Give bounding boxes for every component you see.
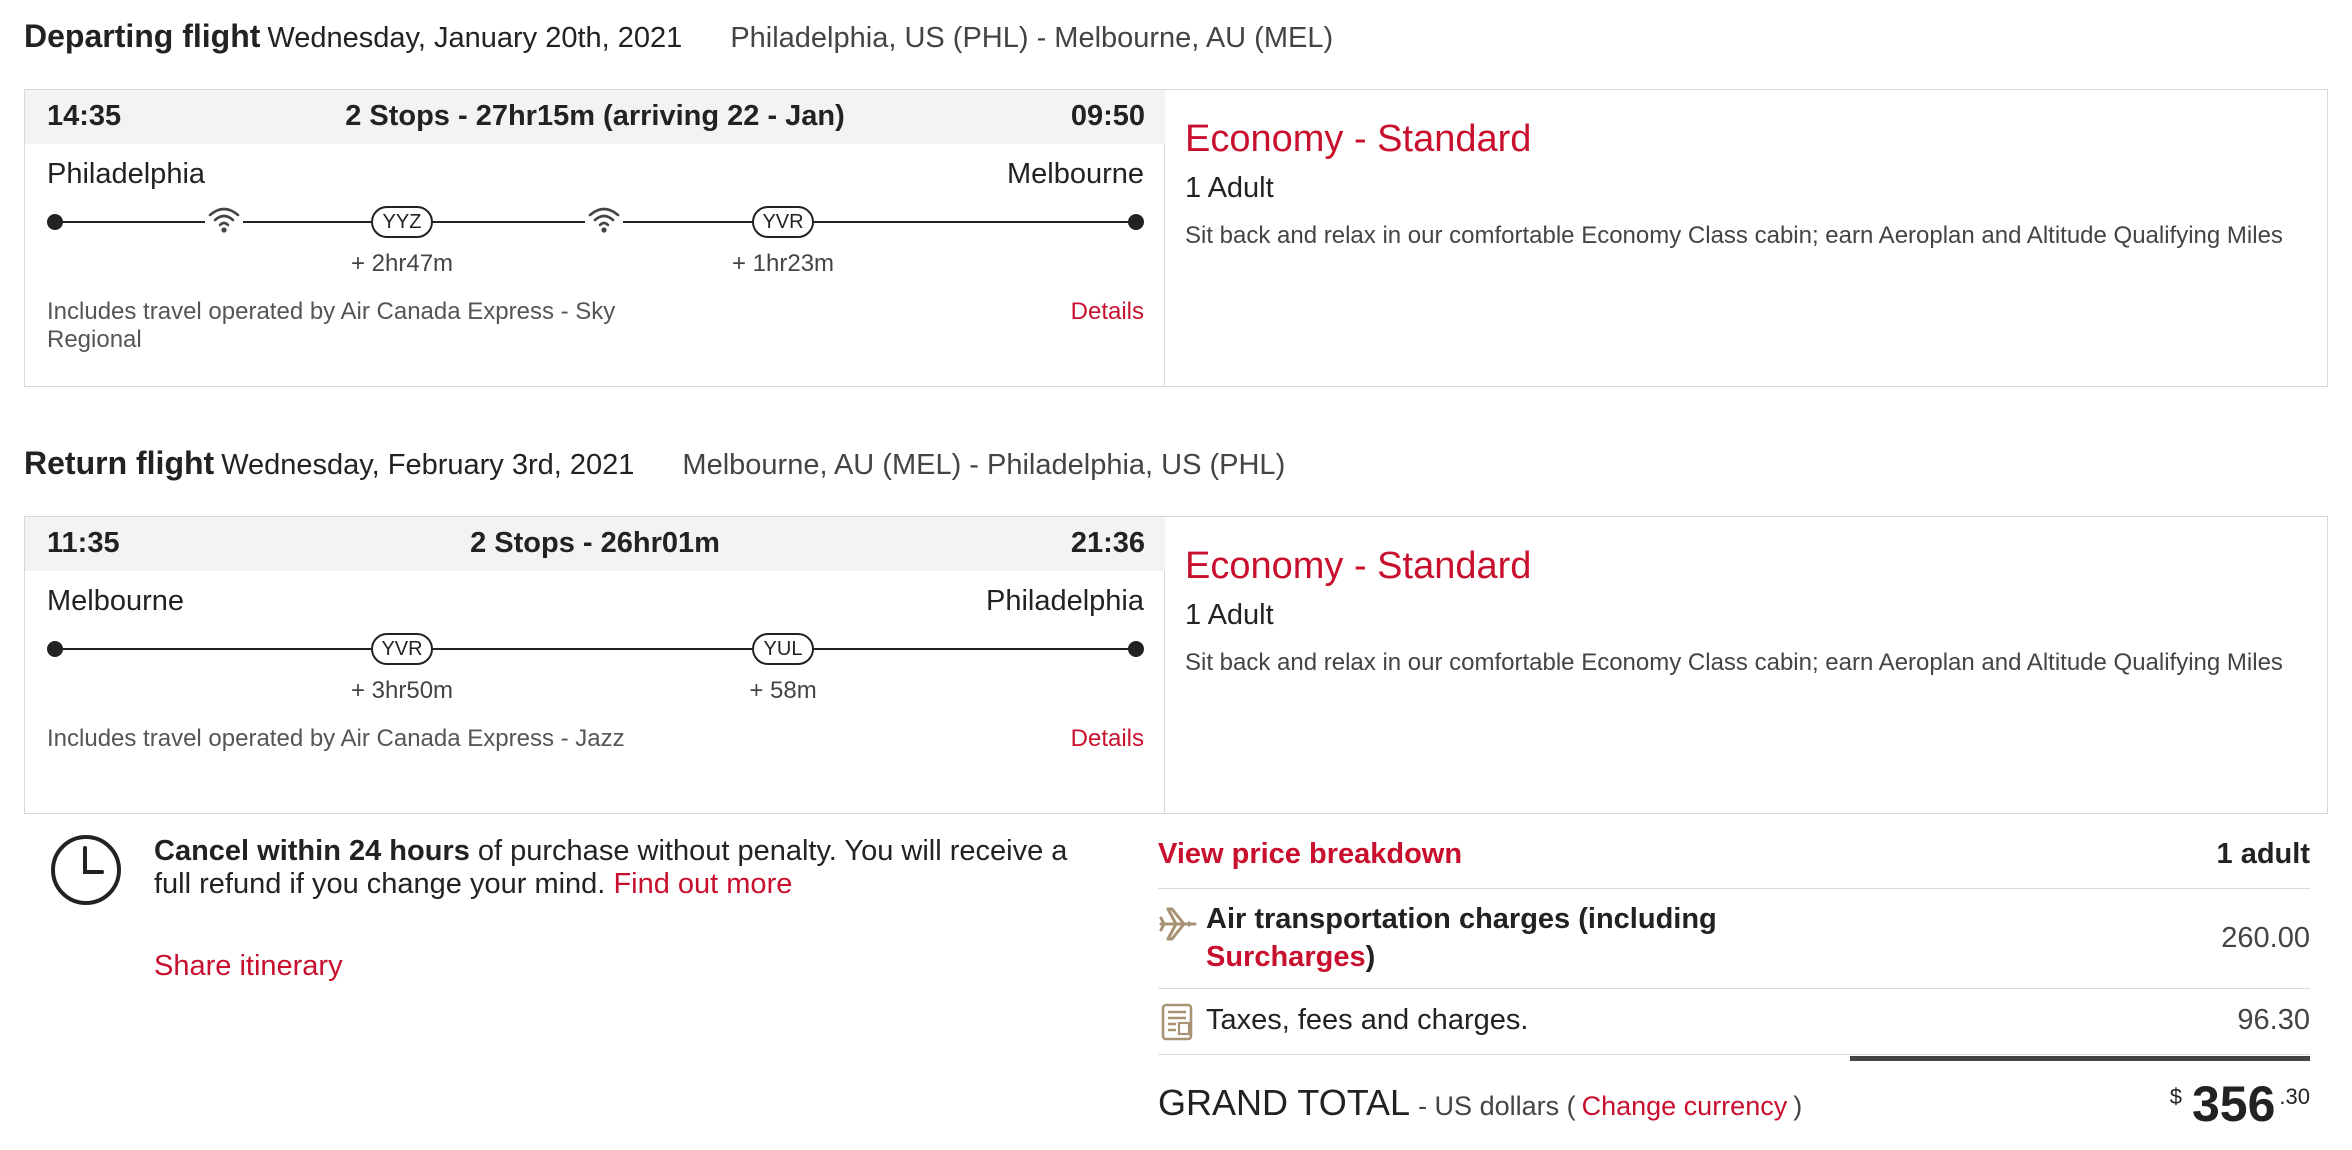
find-out-more-link[interactable]: Find out more: [613, 868, 793, 900]
return-cabin: Economy - Standard: [1185, 545, 1532, 587]
air-charges-text: Air transportation charges (including: [1206, 903, 1717, 935]
departing-header: Departing flight Wednesday, January 20th…: [24, 18, 1333, 58]
return-origin: Melbourne: [47, 585, 185, 617]
destination-dot: [1128, 214, 1144, 230]
layover-duration: + 1hr23m: [731, 250, 835, 277]
return-fare-info: Economy - Standard 1 Adult Sit back and …: [1165, 517, 2327, 813]
taxes-value: 96.30: [2237, 1004, 2310, 1036]
departing-title: Departing flight: [24, 18, 261, 54]
total-integer: 356: [2191, 1076, 2276, 1132]
layover-duration: + 2hr47m: [350, 250, 454, 277]
change-currency-link[interactable]: Change currency: [1581, 1091, 1788, 1121]
currency-text: - US dollars (: [1418, 1091, 1576, 1121]
divider: [1158, 888, 2310, 889]
return-arr-time: 21:36: [1070, 527, 1145, 559]
layover-duration: + 58m: [749, 677, 817, 704]
surcharges-link[interactable]: Surcharges: [1206, 941, 1366, 973]
divider: [1158, 988, 2310, 989]
return-destination: Philadelphia: [985, 585, 1144, 617]
total-decimal: .30: [2279, 1084, 2310, 1109]
currency-symbol: $: [2169, 1084, 2182, 1109]
departing-cabin-description: Sit back and relax in our comfortable Ec…: [1185, 222, 2283, 249]
wifi-icon: [585, 204, 623, 234]
price-header: View price breakdown 1 adult: [1158, 838, 2310, 888]
departing-origin: Philadelphia: [47, 158, 206, 190]
share-itinerary-link[interactable]: Share itinerary: [154, 950, 343, 982]
cancel-policy-body: of purchase without penalty. You will re…: [154, 835, 1068, 900]
return-time-bar: 2 Stops - 26hr01m 11:35 21:36: [25, 517, 1165, 571]
departing-flight-card: 2 Stops - 27hr15m (arriving 22 - Jan) 14…: [24, 89, 2328, 387]
return-operated-by: Includes travel operated by Air Canada E…: [47, 725, 625, 752]
departing-itinerary: 2 Stops - 27hr15m (arriving 22 - Jan) 14…: [25, 90, 1165, 386]
return-date: Wednesday, February 3rd, 2021: [221, 449, 635, 481]
grand-total-label: GRAND TOTAL: [1158, 1082, 1411, 1123]
air-charges-close: ): [1365, 941, 1376, 973]
departing-operated-by: Includes travel operated by Air Canada E…: [47, 298, 616, 353]
departing-destination: Melbourne: [1006, 158, 1144, 190]
receipt-icon: [1158, 1002, 1198, 1042]
wifi-icon: [205, 204, 243, 234]
taxes-label: Taxes, fees and charges.: [1206, 1004, 1529, 1036]
air-charges-value: 260.00: [2221, 922, 2310, 954]
return-header: Return flight Wednesday, February 3rd, 2…: [24, 445, 1285, 485]
return-details-link[interactable]: Details: [1070, 725, 1144, 752]
total-divider: [1850, 1056, 2310, 1061]
stop-code: YUL: [752, 633, 814, 665]
cancel-policy-text: Cancel within 24 hours of purchase witho…: [154, 835, 1104, 901]
return-route: Melbourne, AU (MEL) - Philadelphia, US (…: [682, 449, 1286, 481]
return-flight-card: 2 Stops - 26hr01m 11:35 21:36 Melbourne …: [24, 516, 2328, 814]
stop-code: YVR: [752, 206, 814, 238]
departing-dep-time: 14:35: [47, 100, 122, 132]
grand-total-label-row: GRAND TOTAL - US dollars ( Change curren…: [1158, 1082, 1802, 1124]
return-itinerary: 2 Stops - 26hr01m 11:35 21:36 Melbourne …: [25, 517, 1165, 813]
grand-total-amount: $ 356 .30: [2170, 1076, 2310, 1132]
return-cabin-description: Sit back and relax in our comfortable Ec…: [1185, 649, 2283, 676]
departing-passengers: 1 Adult: [1185, 172, 1274, 204]
stop-code: YVR: [371, 633, 433, 665]
departing-details-link[interactable]: Details: [1070, 298, 1144, 325]
return-dep-time: 11:35: [47, 527, 120, 559]
cancel-policy-bold: Cancel within 24 hours: [154, 835, 470, 867]
return-stops-summary: 2 Stops - 26hr01m: [470, 527, 720, 559]
view-price-breakdown-link[interactable]: View price breakdown: [1158, 838, 1463, 870]
departing-route: Philadelphia, US (PHL) - Melbourne, AU (…: [730, 22, 1334, 54]
stop-code: YYZ: [371, 206, 433, 238]
departing-date: Wednesday, January 20th, 2021: [267, 22, 683, 54]
layover-duration: + 3hr50m: [350, 677, 454, 704]
return-passengers: 1 Adult: [1185, 599, 1274, 631]
air-charges-label: Air transportation charges (including Su…: [1206, 900, 1766, 976]
origin-dot: [47, 641, 63, 657]
passenger-count: 1 adult: [2216, 838, 2310, 870]
origin-dot: [47, 214, 63, 230]
departing-fare-info: Economy - Standard 1 Adult Sit back and …: [1165, 90, 2327, 386]
departing-arr-time: 09:50: [1070, 100, 1145, 132]
departing-time-bar: 2 Stops - 27hr15m (arriving 22 - Jan) 14…: [25, 90, 1165, 144]
plane-icon: [1158, 904, 1198, 944]
departing-cabin: Economy - Standard: [1185, 118, 1532, 160]
return-title: Return flight: [24, 445, 215, 481]
departing-stops-summary: 2 Stops - 27hr15m (arriving 22 - Jan): [345, 100, 845, 132]
divider: [1158, 1054, 2310, 1055]
destination-dot: [1128, 641, 1144, 657]
currency-close: ): [1793, 1091, 1803, 1121]
route-line: [54, 648, 1135, 650]
clock-icon: [50, 834, 122, 906]
